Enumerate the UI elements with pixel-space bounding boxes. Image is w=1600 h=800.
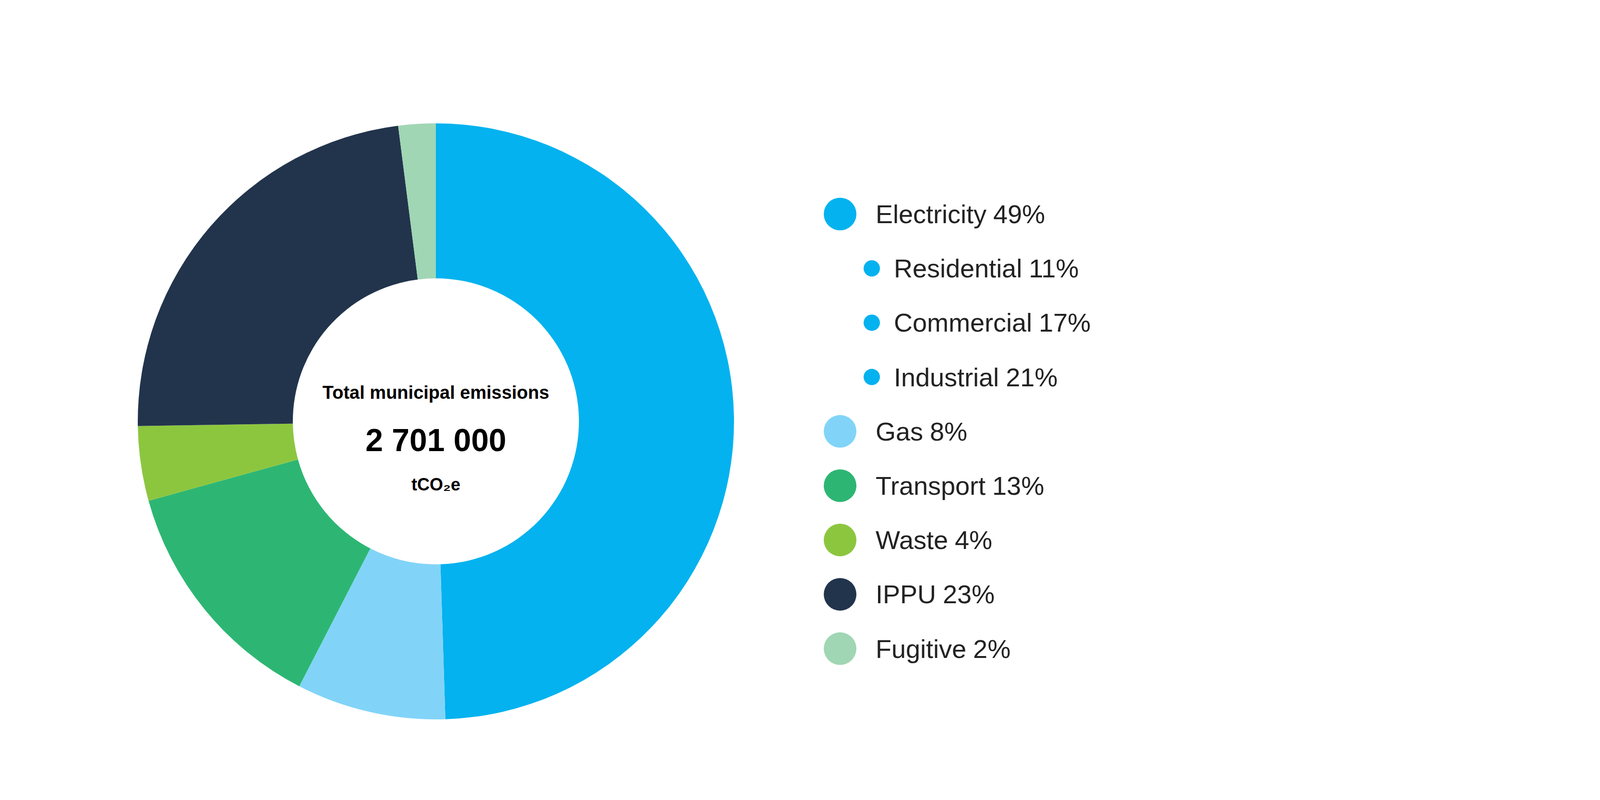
legend-category: Commercial — [893, 308, 1033, 337]
legend-category: Waste — [875, 525, 949, 555]
slice — [435, 123, 734, 720]
legend-swatch — [823, 577, 857, 611]
legend: Electricity49% Residential11% Commercial17… — [823, 197, 1091, 666]
legend-label: Transport13% — [875, 471, 1045, 501]
legend-swatch — [823, 197, 857, 231]
legend-label: Commercial17% — [893, 308, 1091, 337]
legend-category: Gas — [875, 417, 924, 446]
legend-value: 21% — [1005, 362, 1058, 392]
legend-category: Residential — [893, 253, 1023, 283]
legend-value: 17% — [1038, 308, 1091, 337]
legend-swatch — [863, 369, 880, 386]
legend-item: Fugitive2% — [823, 632, 1011, 666]
slice — [397, 123, 436, 280]
legend-label: IPPU23% — [875, 579, 995, 609]
legend-value: 4% — [954, 525, 993, 555]
donut: Total municipal emissions 2 701 000 tCO₂e — [137, 123, 734, 720]
center-title: Total municipal emissions — [322, 382, 550, 403]
legend-category: IPPU — [875, 579, 937, 609]
legend-value: 13% — [992, 471, 1045, 501]
slice — [148, 459, 371, 687]
legend-item: IPPU23% — [823, 577, 995, 611]
legend-label: Fugitive2% — [875, 634, 1011, 664]
legend-swatch — [863, 260, 880, 277]
center-unit: tCO₂e — [411, 474, 461, 495]
legend-swatch — [823, 632, 857, 666]
legend-item: Waste4% — [823, 523, 993, 557]
legend-value: 49% — [993, 199, 1046, 229]
legend-item: Electricity49% — [823, 197, 1046, 231]
legend-category: Fugitive — [875, 634, 967, 664]
legend-swatch — [823, 415, 857, 448]
legend-category: Electricity — [875, 199, 987, 229]
legend-label: Industrial21% — [893, 362, 1058, 392]
legend-value: 2% — [973, 634, 1011, 664]
slice — [137, 125, 418, 427]
legend-item: Residential11% — [863, 253, 1079, 283]
legend-label: Gas8% — [875, 417, 968, 446]
legend-value: 11% — [1028, 253, 1079, 283]
center-total: 2 701 000 — [365, 422, 507, 458]
slice — [137, 423, 299, 502]
legend-swatch — [863, 314, 880, 331]
legend-item: Industrial21% — [863, 362, 1058, 392]
legend-item: Transport13% — [823, 469, 1045, 503]
legend-item: Commercial17% — [863, 308, 1091, 337]
legend-label: Waste4% — [875, 525, 993, 555]
chart: Total municipal emissions 2 701 000 tCO₂e E… — [0, 0, 1600, 800]
legend-label: Residential11% — [893, 253, 1079, 283]
legend-value: 8% — [929, 417, 968, 446]
legend-category: Industrial — [893, 362, 999, 392]
legend-category: Transport — [875, 471, 986, 501]
legend-swatch — [823, 469, 857, 503]
legend-value: 23% — [942, 579, 995, 609]
legend-label: Electricity49% — [875, 199, 1046, 229]
legend-item: Gas8% — [823, 415, 968, 448]
legend-swatch — [823, 523, 857, 557]
